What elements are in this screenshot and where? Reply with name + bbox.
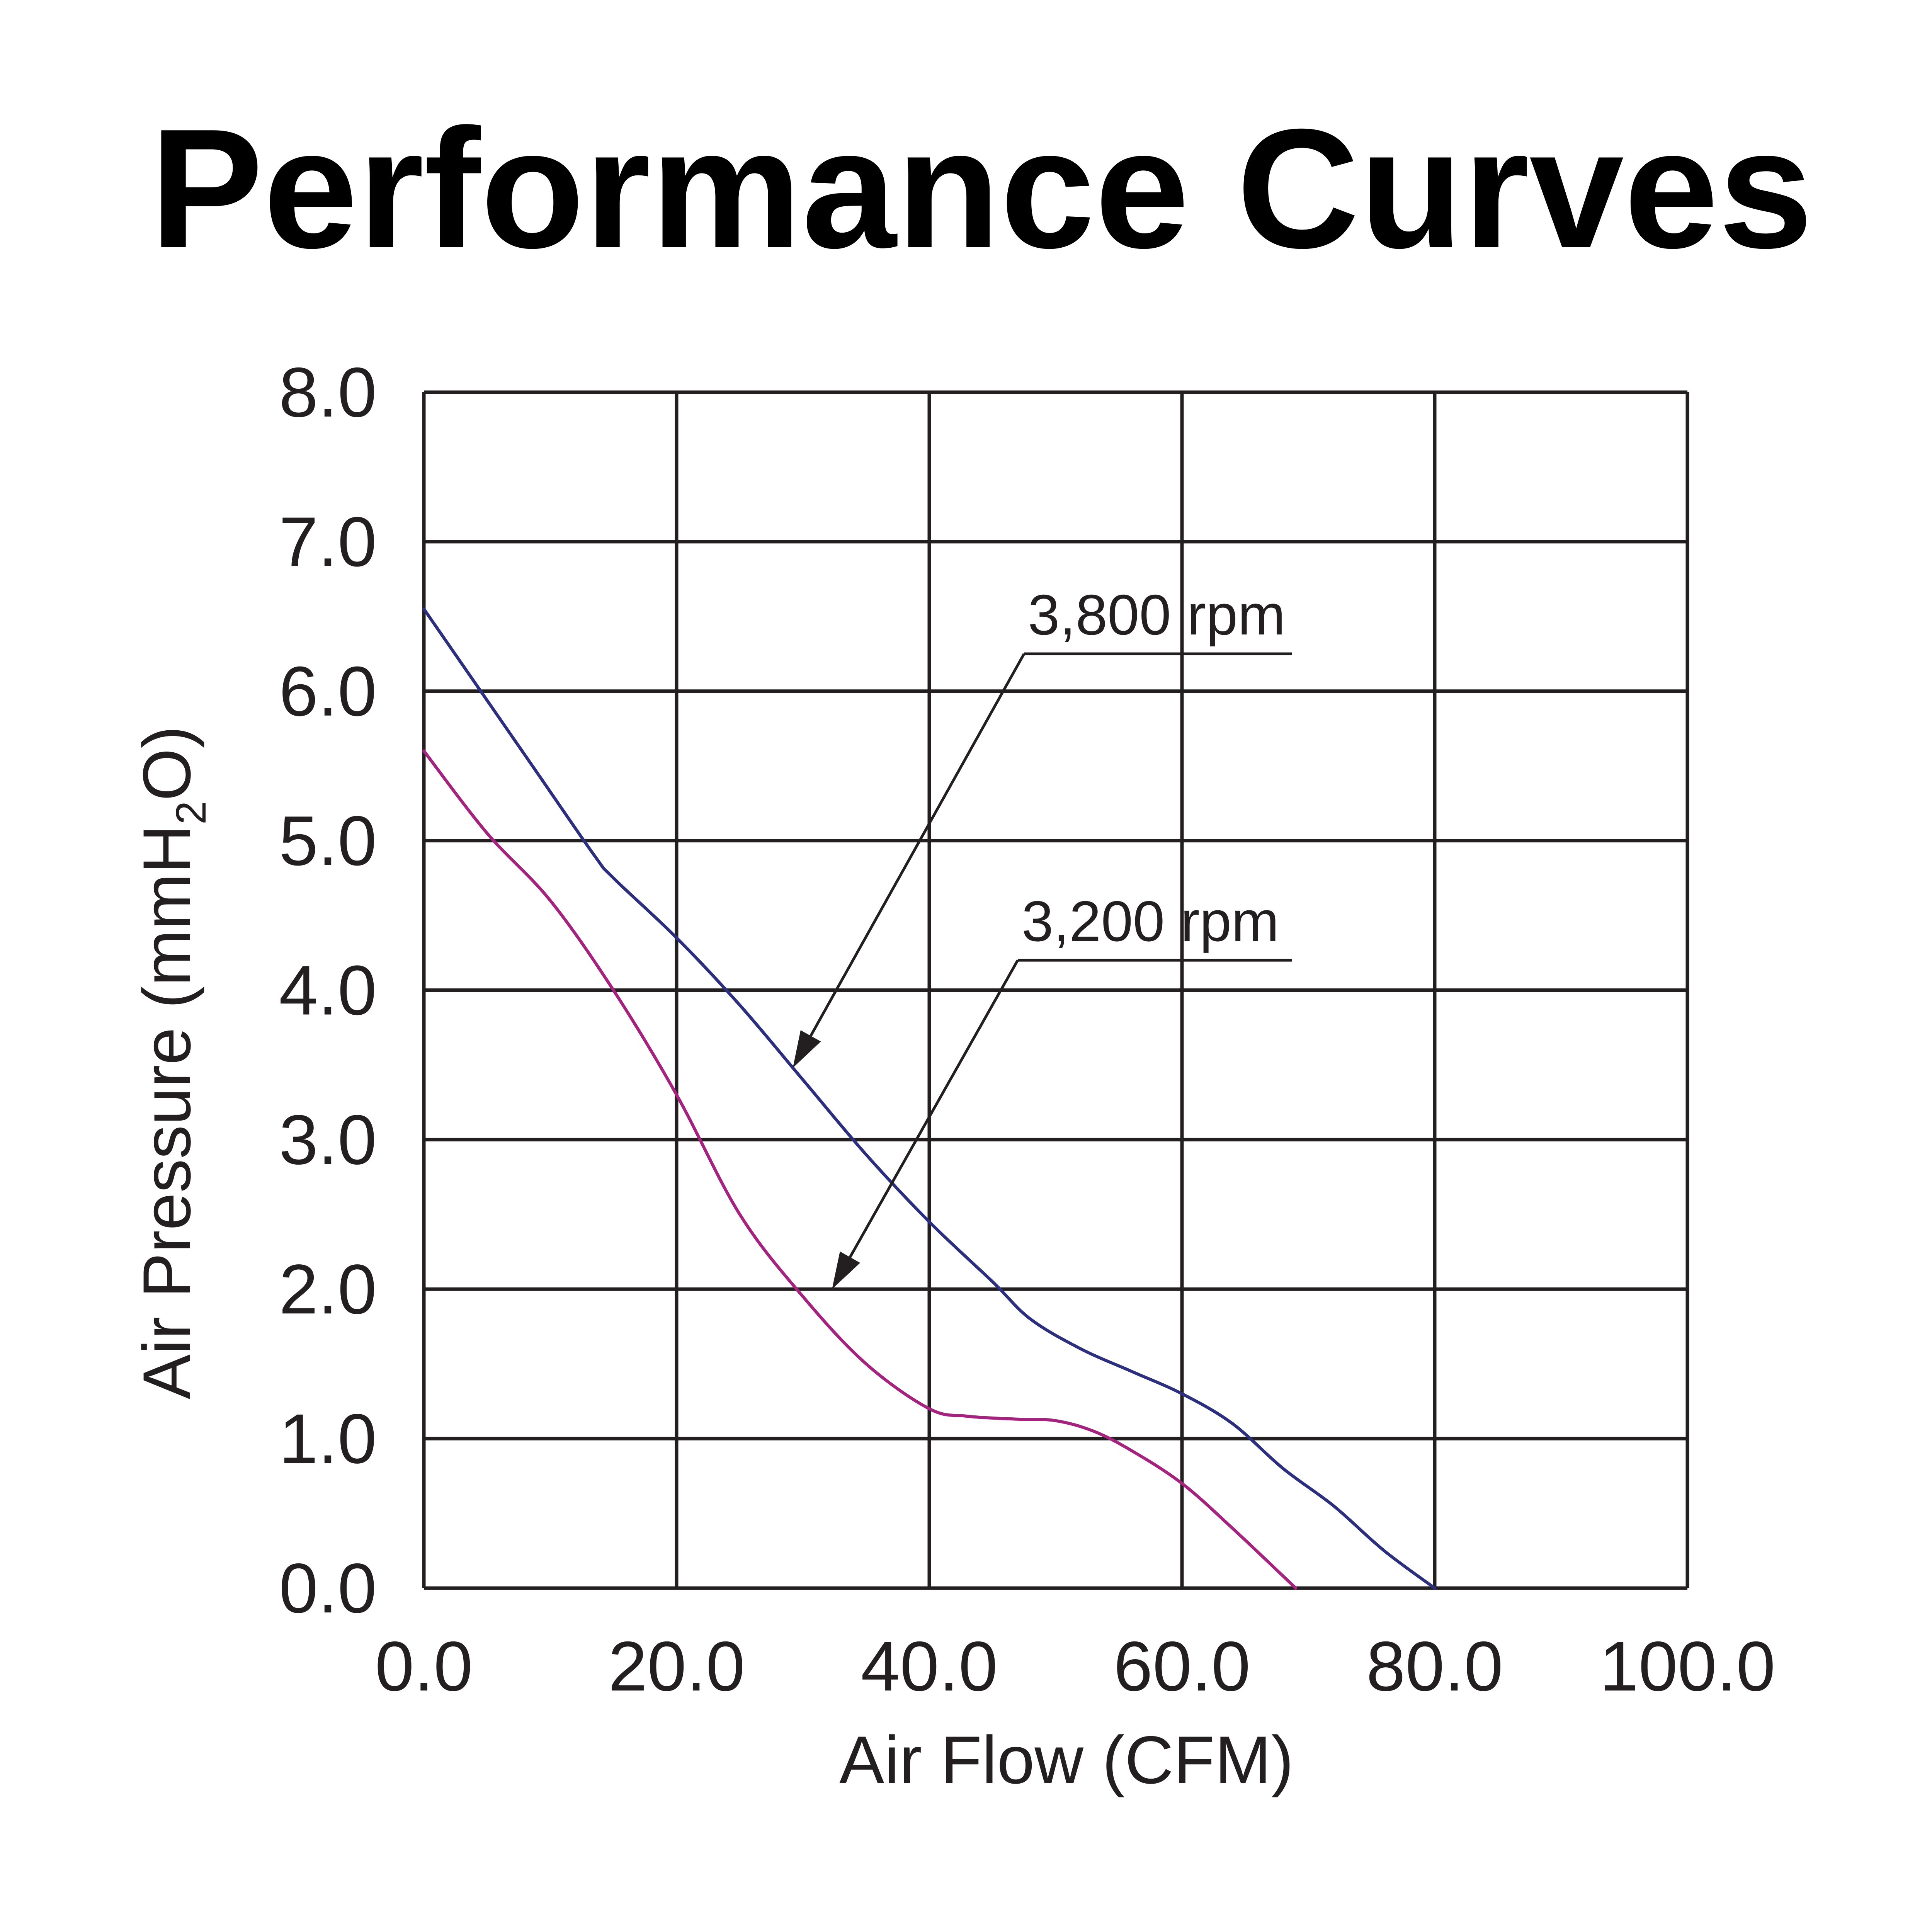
y-tick-label: 1.0 (279, 1399, 377, 1478)
y-tick-label: 4.0 (279, 951, 377, 1030)
series-line-3200-rpm (422, 749, 1298, 1590)
y-tick-label: 0.0 (279, 1549, 377, 1628)
y-axis-label: Air Pressure (mmH2O) (129, 726, 215, 1399)
x-axis-label: Air Flow (CFM) (839, 1723, 1294, 1798)
x-tick-label: 0.0 (375, 1627, 473, 1706)
curves (422, 607, 1436, 1590)
annotation-arrowhead-3200-rpm (832, 1251, 861, 1289)
y-tick-label: 8.0 (279, 353, 377, 432)
y-tick-label: 7.0 (279, 502, 377, 581)
annotation-label-3200-rpm: 3,200 rpm (1022, 889, 1279, 953)
x-tick-label: 40.0 (861, 1627, 998, 1706)
annotation-arrowhead-3800-rpm (793, 1030, 821, 1068)
annotation-leader-3800-rpm (810, 653, 1026, 1037)
x-tick-label: 60.0 (1114, 1627, 1250, 1706)
y-axis-label-prefix: Air Pressure (mmH (129, 825, 205, 1400)
x-tick-label: 20.0 (608, 1627, 745, 1706)
x-tick-label: 100.0 (1599, 1627, 1775, 1706)
y-tick-label: 2.0 (279, 1250, 377, 1328)
y-axis-label-subscript: 2 (167, 801, 215, 825)
annotation-leader-3200-rpm (849, 959, 1019, 1258)
chart-title: Performance Curves (150, 94, 1813, 284)
grid (422, 390, 1689, 1590)
x-tick-label: 80.0 (1366, 1627, 1503, 1706)
y-tick-label: 6.0 (279, 652, 377, 731)
y-tick-label: 3.0 (279, 1100, 377, 1179)
annotations: 3,800 rpm 3,200 rpm (793, 583, 1292, 1289)
y-axis-label-suffix: O) (129, 726, 205, 801)
series-line-3800-rpm (422, 607, 1436, 1590)
y-tick-label: 5.0 (279, 801, 377, 880)
tick-labels: 0.0 20.0 40.0 60.0 80.0 100.0 0.0 1.0 2.0 3.0 4.0 5… (279, 353, 1776, 1706)
annotation-label-3800-rpm: 3,800 rpm (1028, 583, 1285, 647)
